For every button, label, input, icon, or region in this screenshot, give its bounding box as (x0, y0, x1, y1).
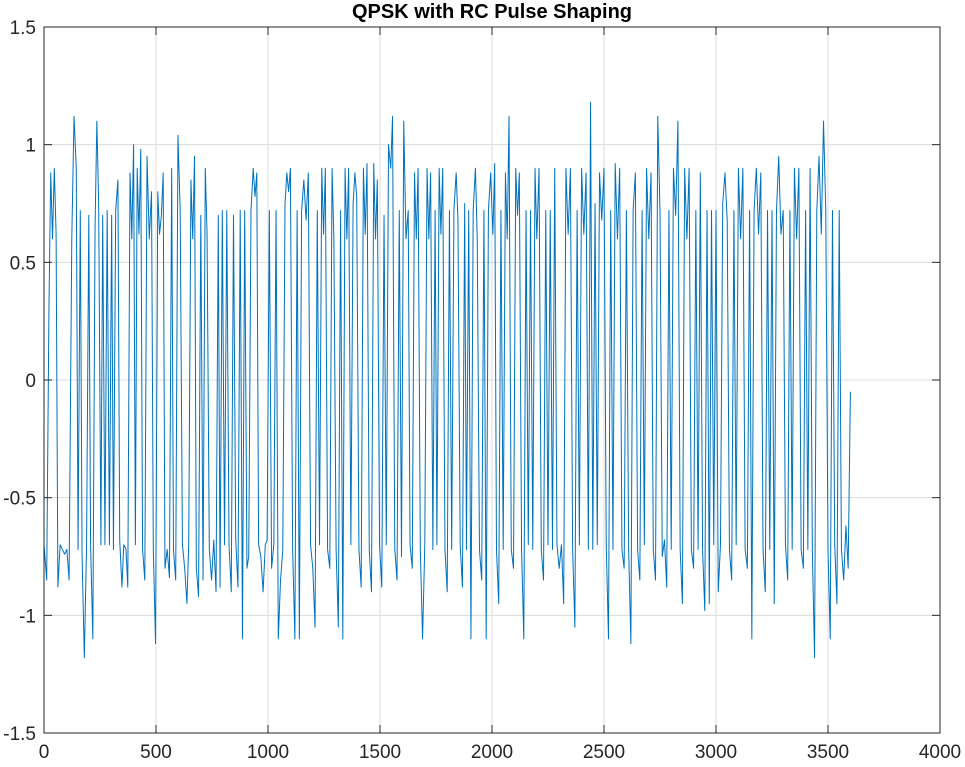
series-line (43, 101, 851, 659)
chart-title: QPSK with RC Pulse Shaping (352, 1, 632, 23)
y-tick-label: 0.5 (10, 253, 36, 274)
x-tick-label: 0 (39, 742, 50, 762)
y-axis: 1.5 1 0.5 0 -0.5 -1 -1.5 (3, 18, 940, 745)
y-tick-label: 1.5 (10, 18, 36, 39)
y-tick-label: -1 (19, 606, 36, 627)
x-tick-label: 1000 (247, 742, 289, 762)
x-axis: 0 500 1000 1500 2000 2500 3000 3500 4000 (39, 27, 961, 763)
y-tick-label: -1.5 (3, 724, 36, 745)
y-tick-label: 1 (25, 136, 36, 157)
x-tick-label: 4000 (919, 742, 961, 762)
x-tick-label: 3500 (807, 742, 849, 762)
grid (43, 26, 941, 734)
plot-area (43, 101, 851, 659)
x-tick-label: 1500 (359, 742, 401, 762)
x-tick-label: 2000 (471, 742, 513, 762)
y-tick-label: 0 (25, 371, 36, 392)
y-tick-label: -0.5 (3, 489, 36, 510)
x-tick-label: 3000 (695, 742, 737, 762)
x-tick-label: 500 (140, 742, 172, 762)
x-tick-label: 2500 (583, 742, 625, 762)
